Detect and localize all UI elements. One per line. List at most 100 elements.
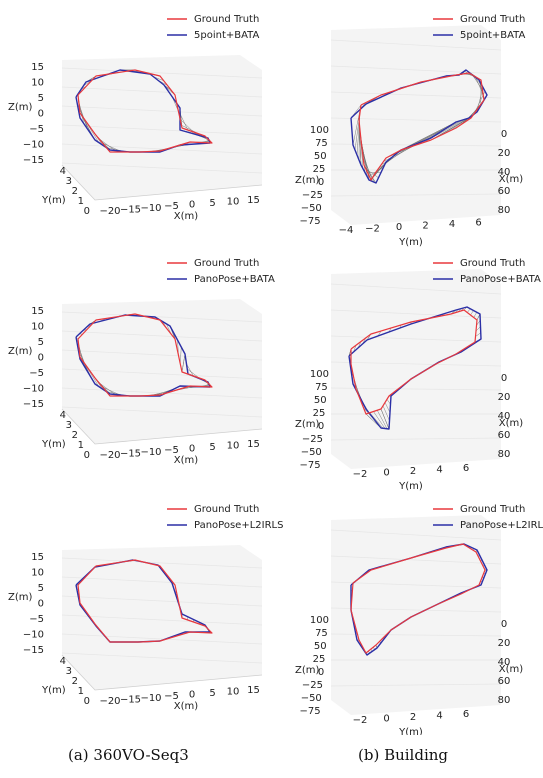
z-axis-label: Z(m)	[8, 102, 32, 113]
x-tick-label: 20	[498, 638, 511, 649]
ground-truth-trajectory	[350, 309, 478, 415]
y-tick-label: 0	[396, 222, 402, 233]
z-tick-label: −15	[23, 399, 44, 410]
x-tick-label: 40	[498, 167, 511, 178]
y-tick-label: 3	[66, 666, 72, 677]
grid-line	[61, 311, 263, 323]
x-tick-label: −10	[140, 203, 161, 214]
legend-label-gt: Ground Truth	[194, 258, 259, 269]
grid-line	[61, 330, 263, 342]
floor-edge	[61, 408, 263, 445]
grid-line	[61, 406, 263, 418]
x-tick-label: 5	[209, 688, 215, 699]
y-tick-label: −2	[353, 469, 368, 480]
error-hatch	[377, 410, 388, 429]
chart-panel: Ground Truth PanoPose+BATA 100 75 50 25 0 −25 −5…	[295, 258, 541, 492]
x-axis-label: X(m)	[499, 664, 523, 675]
x-tick-label: 80	[498, 449, 511, 460]
x-tick-label: 15	[247, 685, 260, 696]
ground-truth-trajectory	[77, 69, 213, 153]
error-hatch	[180, 346, 182, 364]
y-tick-label: −2	[365, 224, 380, 235]
grid-line	[61, 557, 263, 569]
x-tick-label: 10	[227, 196, 240, 207]
grid-line	[61, 595, 263, 607]
ground-truth-trajectory	[358, 72, 485, 181]
z-tick-label: −5	[29, 614, 44, 625]
error-hatch	[380, 408, 390, 430]
z-tick-label: 10	[31, 568, 44, 579]
x-tick-label: −15	[120, 448, 141, 459]
caption-right: (b) Building	[358, 746, 449, 764]
x-tick-label: 80	[498, 205, 511, 216]
z-tick-label: 0	[318, 421, 324, 432]
x-tick-label: −5	[164, 445, 179, 456]
grid-line	[61, 86, 263, 98]
x-tick-label: −5	[164, 691, 179, 702]
grid-line	[61, 614, 263, 626]
z-tick-label: 0	[38, 109, 44, 120]
z-tick-label: −25	[302, 190, 323, 201]
y-tick-label: 3	[66, 176, 72, 187]
z-tick-label: 50	[314, 151, 327, 162]
y-tick-label: 2	[72, 430, 78, 441]
legend-label-gt: Ground Truth	[460, 14, 525, 25]
z-axis-label: Z(m)	[295, 665, 319, 676]
legend-label-gt: Ground Truth	[194, 504, 259, 515]
x-tick-label: 0	[501, 619, 507, 630]
y-tick-label: 6	[463, 463, 469, 474]
z-tick-label: 25	[313, 654, 326, 665]
ground-truth-trajectory	[77, 313, 213, 397]
grid-line	[61, 124, 263, 136]
grid-line	[330, 437, 502, 441]
x-tick-label: 5	[209, 442, 215, 453]
z-tick-label: 75	[315, 138, 328, 149]
legend-label-est: PanoPose+L2IRLS	[460, 520, 543, 531]
x-tick-label: 60	[498, 186, 511, 197]
grid-line	[61, 368, 263, 380]
y-axis-label: Y(m)	[41, 195, 66, 206]
x-tick-label: 0	[189, 690, 195, 701]
error-hatch	[473, 312, 477, 318]
grid-line	[330, 283, 502, 295]
y-tick-label: 6	[463, 709, 469, 720]
x-tick-label: 40	[498, 411, 511, 422]
x-axis-label: X(m)	[499, 174, 523, 185]
error-hatch	[187, 368, 200, 379]
z-tick-label: 15	[31, 552, 44, 563]
ground-truth-trajectory	[350, 543, 486, 654]
error-hatch	[467, 308, 471, 313]
x-axis-label: X(m)	[174, 701, 198, 712]
grid-line	[330, 555, 502, 565]
z-tick-label: 25	[313, 408, 326, 419]
x-axis-label: X(m)	[174, 455, 198, 466]
x-tick-label: 0	[501, 373, 507, 384]
x-tick-label: 20	[498, 148, 511, 159]
z-tick-label: 75	[315, 628, 328, 639]
grid-line	[61, 105, 263, 117]
grid-line	[330, 91, 502, 99]
y-axis-label: Y(m)	[398, 481, 423, 492]
x-tick-label: 60	[498, 676, 511, 687]
z-tick-label: −25	[302, 434, 323, 445]
y-axis-label: Y(m)	[398, 727, 423, 735]
x-tick-label: −20	[99, 206, 120, 217]
z-tick-label: −75	[299, 460, 320, 471]
y-tick-label: 0	[84, 696, 90, 707]
z-tick-label: −50	[301, 693, 322, 704]
y-tick-label: 4	[436, 711, 442, 722]
y-axis-label: Y(m)	[398, 237, 423, 248]
error-hatch	[179, 113, 188, 131]
grid-line	[330, 361, 502, 367]
x-tick-label: −20	[99, 450, 120, 461]
z-tick-label: 10	[31, 322, 44, 333]
x-tick-label: −5	[164, 201, 179, 212]
floor-edge	[61, 654, 263, 691]
y-tick-label: 4	[60, 656, 66, 667]
y-tick-label: −4	[339, 225, 354, 236]
x-tick-label: 15	[247, 439, 260, 450]
z-tick-label: −75	[299, 706, 320, 717]
y-tick-label: 0	[84, 206, 90, 217]
error-hatch	[186, 363, 194, 377]
y-tick-label: 1	[78, 440, 84, 451]
